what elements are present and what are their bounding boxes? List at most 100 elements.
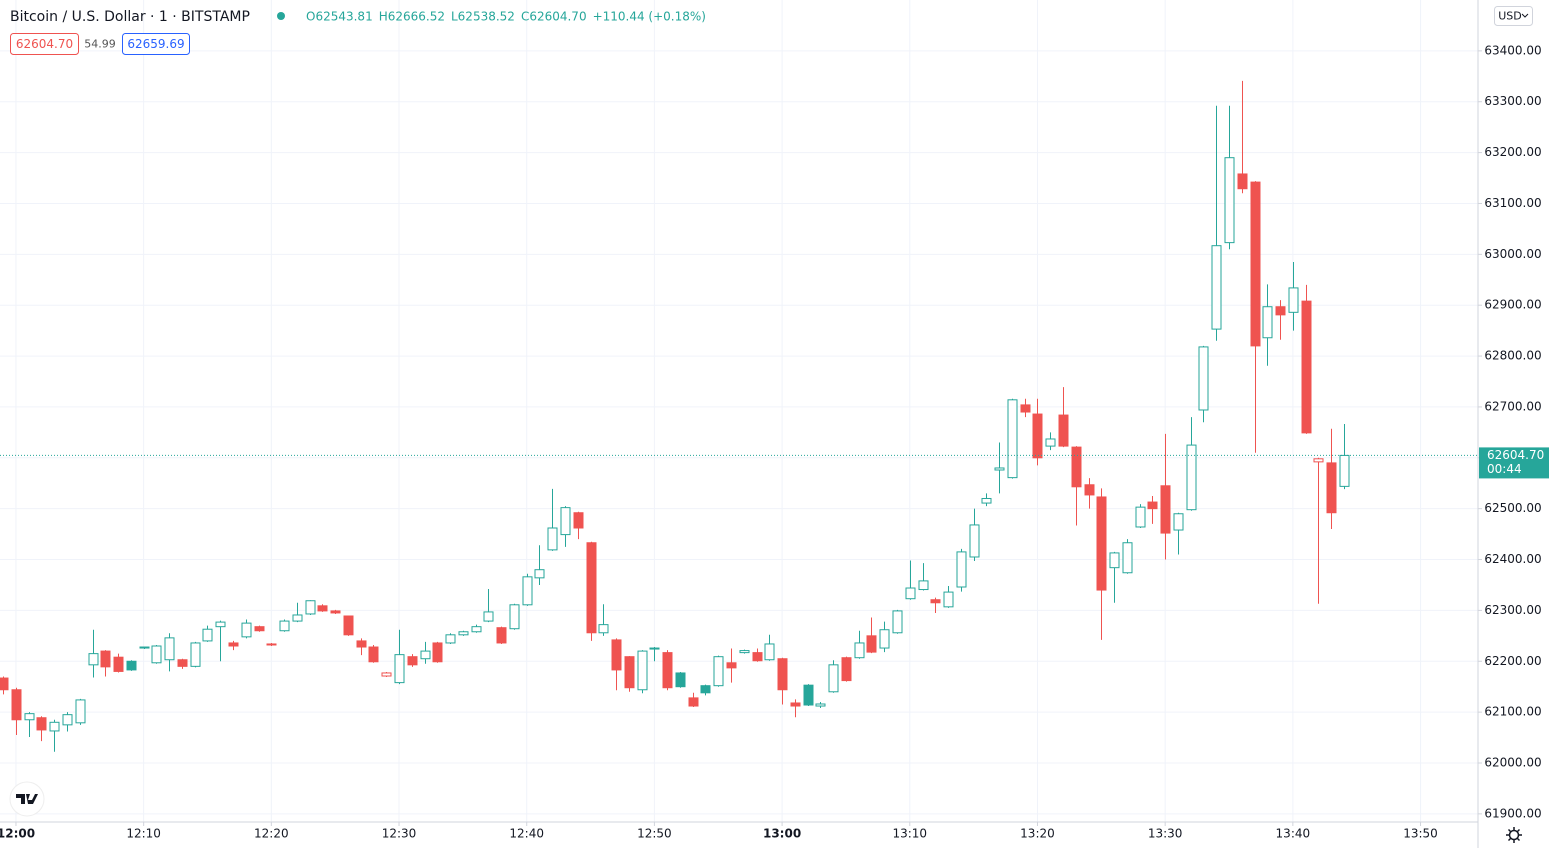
candle-body bbox=[49, 721, 60, 732]
candle-body bbox=[547, 527, 558, 551]
candle-body bbox=[1096, 496, 1107, 591]
candle-body bbox=[471, 626, 482, 633]
candle-body bbox=[139, 646, 150, 649]
candle-body bbox=[126, 660, 137, 671]
candle-body bbox=[432, 642, 443, 663]
x-tick-label: 13:50 bbox=[1403, 827, 1438, 841]
candle-body bbox=[381, 672, 392, 677]
candle-body bbox=[981, 497, 992, 504]
candle-body bbox=[11, 689, 22, 721]
candle-body bbox=[943, 591, 954, 608]
y-tick-label: 63000.00 bbox=[1484, 247, 1541, 261]
candle-body bbox=[675, 672, 686, 688]
candle-body bbox=[1326, 462, 1337, 514]
y-tick-label: 63100.00 bbox=[1484, 196, 1541, 210]
candle-body bbox=[1262, 306, 1273, 339]
candle-body bbox=[777, 658, 788, 691]
candle-body bbox=[1160, 485, 1171, 534]
candle-body bbox=[688, 697, 699, 707]
candle-body bbox=[0, 677, 9, 691]
candle-body bbox=[956, 551, 967, 588]
candle-body bbox=[343, 615, 354, 636]
ohlc-value: +110.44 (+0.18%) bbox=[593, 10, 706, 24]
axes: 61900.00 62000.00 62100.00 62200.00 62300.00… bbox=[0, 43, 1549, 841]
candle-body bbox=[637, 650, 648, 691]
candle-body bbox=[573, 512, 584, 529]
candle-body bbox=[202, 628, 213, 642]
candle-body bbox=[1032, 413, 1043, 459]
y-tick-label: 62300.00 bbox=[1484, 603, 1541, 617]
candle-body bbox=[611, 639, 622, 671]
candle-body bbox=[228, 642, 239, 647]
candle-body bbox=[36, 717, 47, 731]
candle-body bbox=[1224, 157, 1235, 244]
candle-body bbox=[879, 629, 890, 649]
x-tick-label: 12:30 bbox=[382, 827, 417, 841]
x-tick-label: 12:50 bbox=[637, 827, 672, 841]
candle-body bbox=[368, 646, 379, 663]
candle-body bbox=[241, 622, 252, 638]
candle-body bbox=[892, 610, 903, 634]
ask-price[interactable]: 62659.69 bbox=[127, 37, 184, 51]
candle-body bbox=[1058, 414, 1069, 447]
x-tick-label: 13:30 bbox=[1148, 827, 1183, 841]
x-tick-label: 12:20 bbox=[254, 827, 289, 841]
candle-body bbox=[841, 657, 852, 682]
candle-body bbox=[483, 611, 494, 622]
x-tick-label: 13:40 bbox=[1276, 827, 1311, 841]
candle-body bbox=[828, 664, 839, 693]
last-price-box bbox=[1479, 447, 1549, 479]
y-tick-label: 62900.00 bbox=[1484, 298, 1541, 312]
candle-body bbox=[854, 642, 865, 659]
candle-body bbox=[1007, 399, 1018, 479]
chart-title: Bitcoin / U.S. Dollar · 1 · BITSTAMP bbox=[10, 9, 250, 25]
ask-box[interactable] bbox=[122, 33, 190, 55]
x-tick-label: 12:10 bbox=[126, 827, 161, 841]
candle-body bbox=[598, 624, 609, 634]
candle-body bbox=[1237, 173, 1248, 190]
candle-body bbox=[407, 656, 418, 666]
settings-rays[interactable] bbox=[1506, 827, 1522, 843]
candle-body bbox=[164, 637, 175, 661]
candle-body bbox=[1198, 346, 1209, 411]
candle-body bbox=[522, 576, 533, 606]
y-tick-label: 62100.00 bbox=[1484, 705, 1541, 719]
candle-body bbox=[215, 621, 226, 628]
candle-body bbox=[1211, 245, 1222, 330]
candle-body bbox=[662, 652, 673, 689]
candle-body bbox=[292, 614, 303, 622]
y-tick-label: 63300.00 bbox=[1484, 94, 1541, 108]
candle-body bbox=[994, 467, 1005, 471]
candle-body bbox=[113, 656, 124, 672]
logo-mark[interactable] bbox=[16, 794, 38, 804]
bid-box[interactable] bbox=[10, 33, 79, 55]
candle-body bbox=[969, 524, 980, 558]
candle-body bbox=[560, 507, 571, 536]
currency-caret[interactable] bbox=[1521, 13, 1529, 18]
candle-body bbox=[713, 656, 724, 687]
settings-icon[interactable] bbox=[1508, 829, 1520, 841]
x-tick-label: 13:00 bbox=[763, 827, 801, 841]
candle-body bbox=[509, 604, 520, 630]
candle-body bbox=[317, 605, 328, 612]
candle-body bbox=[790, 702, 801, 707]
candle-body bbox=[866, 635, 877, 653]
currency-button[interactable] bbox=[1494, 6, 1533, 26]
candle-body bbox=[1288, 287, 1299, 313]
ohlc-value: O62543.81 bbox=[306, 10, 373, 24]
candle-body bbox=[764, 643, 775, 661]
candle-body bbox=[279, 620, 290, 632]
candle-body bbox=[1020, 404, 1031, 413]
y-tick-label: 62200.00 bbox=[1484, 654, 1541, 668]
y-tick-label: 63200.00 bbox=[1484, 145, 1541, 159]
candle-body bbox=[62, 714, 73, 726]
spread: 54.99 bbox=[84, 38, 116, 51]
candle-body bbox=[1339, 454, 1350, 487]
candle-body bbox=[190, 642, 201, 667]
candle-body bbox=[356, 640, 367, 648]
candle-body bbox=[330, 610, 341, 614]
candle-body bbox=[1135, 506, 1146, 528]
currency-label[interactable]: USD bbox=[1498, 10, 1522, 23]
candle-body bbox=[1122, 542, 1133, 574]
bid-price[interactable]: 62604.70 bbox=[16, 37, 73, 51]
